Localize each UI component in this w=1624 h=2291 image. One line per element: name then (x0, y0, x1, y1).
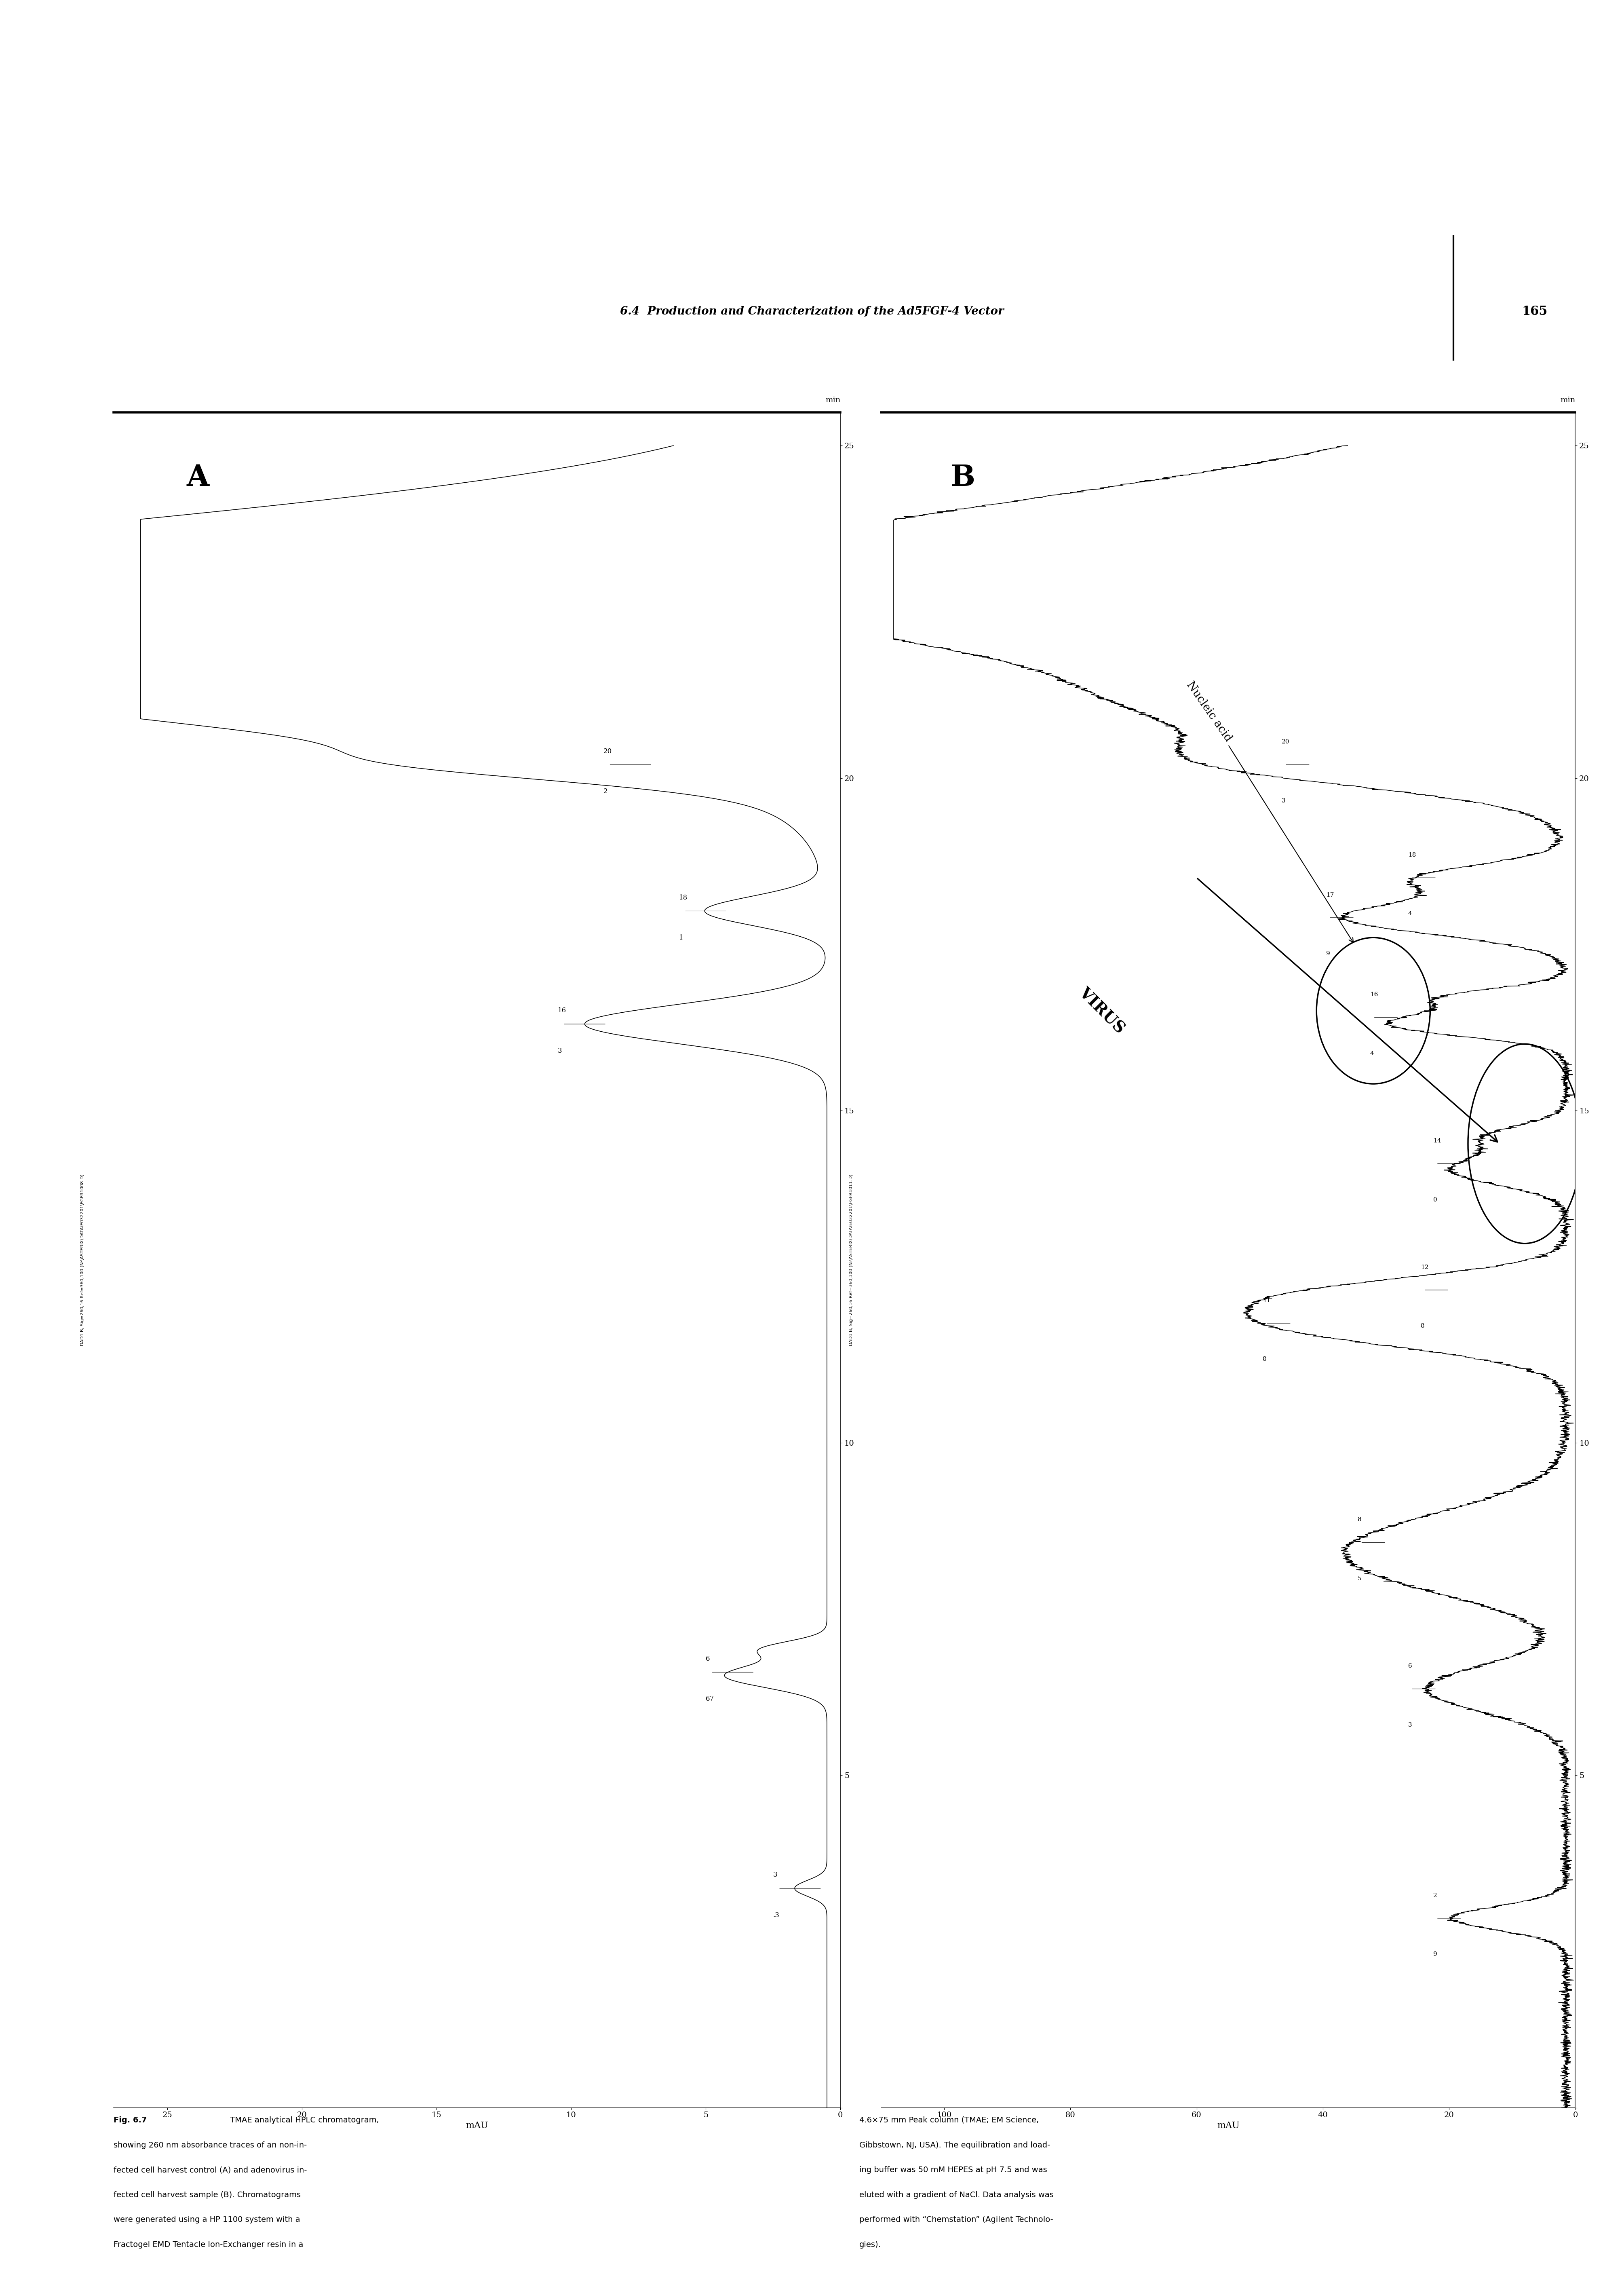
Text: DAD1 B, Sig=260,16 Ref=360,100 (N:\ASTERIX\DATA\E032201\FGFR1011.D): DAD1 B, Sig=260,16 Ref=360,100 (N:\ASTER… (849, 1175, 853, 1345)
Text: 2: 2 (1434, 1892, 1437, 1899)
Text: 8: 8 (1358, 1517, 1361, 1524)
Text: 4: 4 (1371, 1052, 1374, 1056)
Text: Fig. 6.7: Fig. 6.7 (114, 2117, 148, 2124)
Text: eluted with a gradient of NaCl. Data analysis was: eluted with a gradient of NaCl. Data ana… (859, 2190, 1054, 2199)
Text: Fractogel EMD Tentacle Ion-Exchanger resin in a: Fractogel EMD Tentacle Ion-Exchanger res… (114, 2241, 304, 2247)
Text: 4.6×75 mm Peak column (TMAE; EM Science,: 4.6×75 mm Peak column (TMAE; EM Science, (859, 2117, 1039, 2124)
Text: 2: 2 (604, 788, 607, 795)
Text: 3: 3 (1408, 1723, 1411, 1727)
Text: 9: 9 (1434, 1952, 1437, 1957)
Text: 67: 67 (706, 1695, 715, 1702)
Text: B: B (950, 463, 974, 493)
Text: 0: 0 (1434, 1196, 1437, 1203)
Text: showing 260 nm absorbance traces of an non-in-: showing 260 nm absorbance traces of an n… (114, 2142, 307, 2149)
Text: 16: 16 (1371, 992, 1379, 997)
Text: A: A (187, 463, 209, 493)
Text: 3: 3 (557, 1047, 562, 1054)
Text: 12: 12 (1421, 1265, 1429, 1269)
Text: performed with “Chemstation” (Agilent Technolo-: performed with “Chemstation” (Agilent Te… (859, 2215, 1052, 2225)
Text: fected cell harvest control (A) and adenovirus in-: fected cell harvest control (A) and aden… (114, 2167, 307, 2174)
Text: 20: 20 (1281, 740, 1289, 745)
Text: ing buffer was 50 mM HEPES at pH 7.5 and was: ing buffer was 50 mM HEPES at pH 7.5 and… (859, 2167, 1047, 2174)
Text: VIRUS: VIRUS (1077, 985, 1127, 1036)
Text: 18: 18 (679, 893, 687, 900)
Text: 9: 9 (1325, 951, 1330, 958)
Text: TMAE analytical HPLC chromatogram,: TMAE analytical HPLC chromatogram, (227, 2117, 378, 2124)
Text: 6: 6 (1408, 1663, 1411, 1668)
Text: min: min (825, 396, 841, 403)
Text: 3: 3 (773, 1872, 778, 1879)
Text: 5: 5 (1358, 1576, 1361, 1581)
Text: 1: 1 (679, 935, 684, 942)
Text: 17: 17 (1325, 891, 1333, 898)
Text: gies).: gies). (859, 2241, 880, 2247)
Text: 16: 16 (557, 1008, 567, 1015)
Text: .3: .3 (773, 1911, 780, 1918)
Text: 14: 14 (1434, 1139, 1440, 1143)
Text: Gibbstown, NJ, USA). The equilibration and load-: Gibbstown, NJ, USA). The equilibration a… (859, 2142, 1051, 2149)
Text: 8: 8 (1421, 1324, 1424, 1329)
Text: 20: 20 (604, 747, 612, 754)
Text: Nucleic acid: Nucleic acid (1184, 680, 1234, 745)
Text: 6.4  Production and Characterization of the Ad5FGF-4 Vector: 6.4 Production and Characterization of t… (620, 307, 1004, 316)
Text: 4: 4 (1408, 912, 1411, 916)
Text: min: min (1561, 396, 1575, 403)
Text: 3: 3 (1281, 797, 1286, 804)
Text: fected cell harvest sample (B). Chromatograms: fected cell harvest sample (B). Chromato… (114, 2190, 300, 2199)
Text: were generated using a HP 1100 system with a: were generated using a HP 1100 system wi… (114, 2215, 300, 2225)
X-axis label: mAU: mAU (466, 2121, 489, 2131)
Text: DAD1 B, Sig=260,16 Ref=360,100 (N:\ASTERIX\DATA\E032201\FGFR1008.D): DAD1 B, Sig=260,16 Ref=360,100 (N:\ASTER… (81, 1175, 84, 1345)
Text: 18: 18 (1408, 852, 1416, 857)
X-axis label: mAU: mAU (1216, 2121, 1239, 2131)
Text: 11: 11 (1263, 1297, 1270, 1304)
Text: 6: 6 (706, 1656, 710, 1663)
Text: 165: 165 (1522, 305, 1548, 318)
Text: 8: 8 (1263, 1356, 1267, 1363)
